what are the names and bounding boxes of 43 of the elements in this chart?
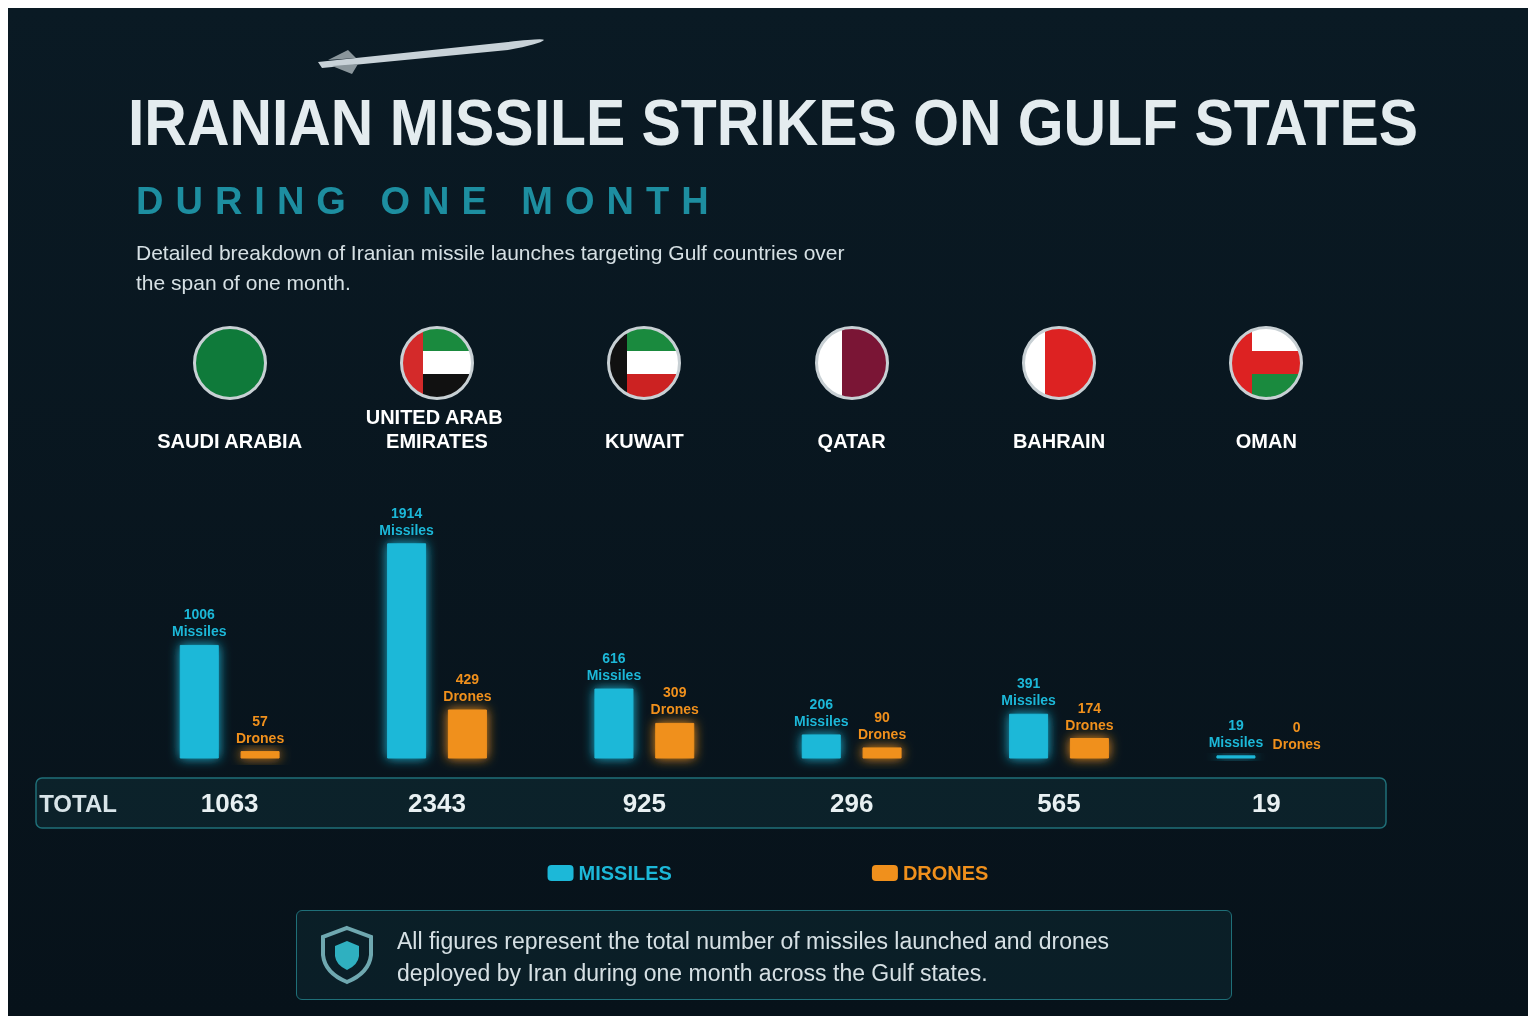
data-label: 429 Drones [443, 670, 492, 704]
bar [179, 644, 219, 759]
bar [1216, 755, 1256, 759]
x-tick-label: OMAN [1235, 430, 1297, 452]
bar [594, 688, 634, 759]
data-label: 0 Drones [1272, 719, 1322, 752]
text: Missiles [1208, 733, 1264, 750]
bar [862, 747, 902, 759]
bar [1069, 738, 1109, 759]
data-label: 309 Drones [650, 684, 700, 718]
data-label: 1006 Missiles [172, 606, 227, 640]
data-label: 391 Missiles [1001, 675, 1057, 709]
data-label: 1914 Missiles [379, 504, 435, 538]
bar [655, 722, 695, 759]
total-label: 925 [622, 788, 667, 818]
bar [801, 734, 841, 759]
x-tick-label: QATAR [817, 430, 887, 452]
legend-label: DRONES [902, 862, 989, 884]
total-label: 296 [829, 788, 874, 818]
data-label: 206 Missiles [794, 695, 849, 729]
total-label: 2343 [408, 788, 466, 818]
bar [447, 709, 487, 759]
data-label: 57 Drones [235, 712, 285, 746]
x-tick-label: SAUDI ARABIA [157, 430, 303, 452]
text: Detailed breakdown of Iranian missile launches targeting Gulf countries over the span of one month. [136, 240, 846, 296]
legend-label: MISSILES [578, 862, 672, 884]
total-label: 19 [1228, 716, 1244, 733]
data-label: 616 Missiles [586, 650, 642, 684]
bar [1009, 713, 1049, 759]
data-label: 90 Drones [857, 708, 907, 742]
total-label: 1063 [200, 788, 259, 818]
x-tick-label: KUWAIT [604, 430, 684, 452]
bar [240, 751, 280, 759]
bar [387, 543, 427, 759]
text: TOTAL [39, 789, 117, 817]
x-tick-label: UNITED ARAB EMIRATES [365, 406, 509, 452]
chart-title: IRANIAN MISSILE STRIKES ON GULF STATES [128, 86, 1418, 160]
x-tick-label: BAHRAIN [1012, 430, 1106, 452]
chart-subtitle: DURING ONE MONTH [136, 180, 721, 223]
text: 19 [1251, 788, 1281, 818]
text: All figures represent the total number of missiles launched and drones deployed by Iran during one month across the Gulf states. [397, 927, 1111, 988]
total-label: 565 [1037, 788, 1081, 818]
data-label: 174 Drones [1065, 699, 1114, 733]
